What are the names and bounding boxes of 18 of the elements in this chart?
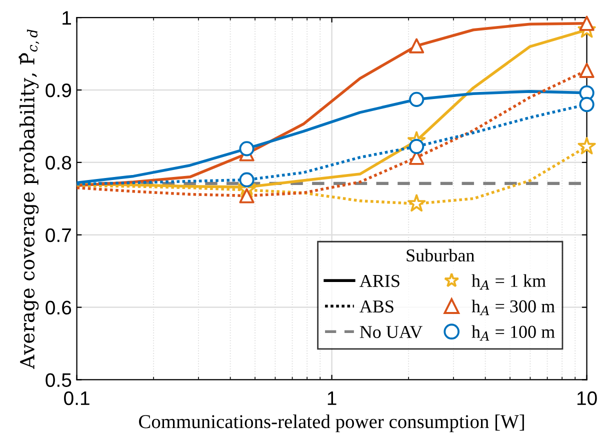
annotation: ARIS	[360, 274, 400, 288]
legend-label: h$_{A}$ = 300 m	[472, 300, 555, 316]
y-tick-label: 0.6	[46, 300, 72, 315]
annotation: ABS	[360, 300, 394, 313]
y-tick-label: 0.5	[46, 373, 72, 387]
legend-label: No UAV	[360, 326, 423, 338]
y-tick-label: 0.9	[46, 83, 72, 98]
x-tick-label: 1	[328, 392, 336, 405]
legend-label: h$_{A}$ = 100 m	[472, 325, 555, 341]
y-tick-label: 1	[62, 11, 71, 25]
y-axis-title: Average coverage probability, P̂$_{c,d}$	[18, 30, 40, 369]
x-axis-title: Communications-related power consumption [W]	[139, 414, 524, 432]
x-tick-label: 10	[577, 391, 597, 406]
y-tick-label: 0.8	[46, 156, 72, 170]
y-tick-label: 0.7	[46, 228, 71, 242]
legend-label: h$_{A}$ = 1 km	[472, 274, 546, 290]
legend-title: Suburban	[406, 248, 474, 262]
x-tick-label: 0.1	[64, 391, 90, 406]
